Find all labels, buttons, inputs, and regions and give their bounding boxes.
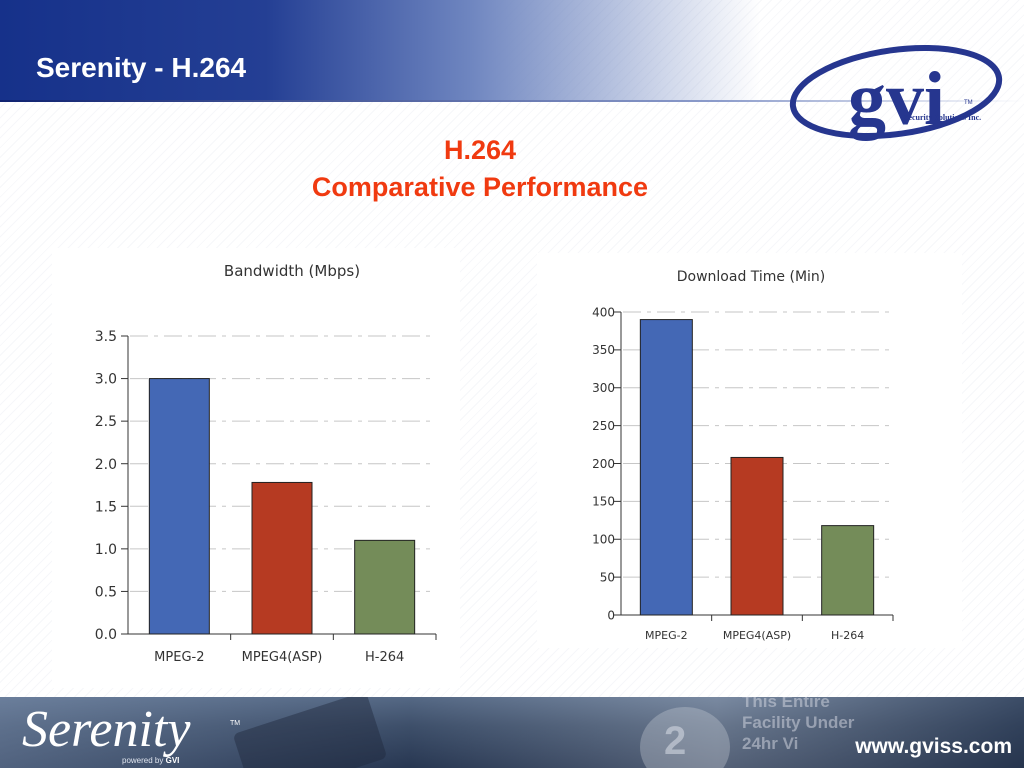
gvi-logo: gvi TM Security Solutions Inc. [789, 44, 1003, 141]
footer-url-link[interactable]: www.gviss.com [855, 735, 1012, 758]
y-tick-label: 300 [592, 381, 615, 395]
y-tick-label: 350 [592, 343, 615, 357]
y-tick-label: 3.5 [95, 329, 117, 345]
download-time-chart: Download Time (Min) 0 50 100 150 200 250 300 350… [592, 269, 894, 642]
bar [148, 378, 210, 635]
y-tick-label: 400 [592, 305, 615, 319]
x-tick-label: MPEG4(ASP) [242, 650, 323, 665]
y-tick-label: 100 [592, 533, 615, 547]
bandwidth-chart: Bandwidth (Mbps) 0.0 0.5 1.0 1.5 2.0 2.5 3.0 3.5… [95, 262, 437, 665]
footer-background-number: 2 [664, 719, 687, 763]
footer-background-text-line: 24hr Vi [742, 734, 799, 753]
chart-title: Bandwidth (Mbps) [224, 262, 360, 280]
y-tick-label: 2.5 [95, 414, 117, 430]
y-tick-label: 150 [592, 495, 615, 509]
y-tick-label: 1.5 [95, 499, 117, 515]
y-tick-label: 50 [600, 570, 615, 584]
footer-sheen [0, 697, 1024, 768]
slide-heading: H.264 Comparative Performance [200, 132, 760, 206]
powered-by-label: powered by GVI [122, 756, 179, 765]
x-tick-label: MPEG4(ASP) [723, 629, 791, 642]
y-tick-label: 3.0 [95, 372, 117, 388]
title-divider [0, 100, 1024, 102]
bar [730, 456, 784, 616]
heading-line-1: H.264 [443, 135, 517, 165]
footer-background-text-line: This Entire [742, 697, 830, 711]
y-tick-label: 0 [607, 608, 615, 622]
x-tick-label: H-264 [831, 629, 864, 642]
y-tick-label: 250 [592, 419, 615, 433]
y-tick-label: 200 [592, 457, 615, 471]
gvi-logo-swoosh [789, 44, 1003, 140]
title-bar [0, 0, 760, 100]
footer-background-text-line: Facility Under [742, 713, 855, 732]
serenity-logo: Serenity [22, 701, 191, 758]
serenity-logo-tm: TM [230, 720, 241, 727]
x-tick-label: MPEG-2 [645, 629, 688, 642]
bandwidth-chart-panel: Bandwidth (Mbps) 0.0 0.5 1.0 1.5 2.0 2.5 3.0 3.5… [52, 248, 460, 688]
powered-by-brand: GVI [165, 756, 180, 765]
gvi-logo-tm: TM [964, 100, 973, 106]
footer-background-text: This Entire Facility Under 24hr Vi [742, 697, 862, 754]
x-tick-label: MPEG-2 [154, 650, 204, 665]
gvi-logo-subtitle: Security Solutions Inc. [904, 113, 981, 122]
footer-banner: 2 This Entire Facility Under 24hr Vi [0, 697, 1024, 768]
chart-title: Download Time (Min) [677, 269, 826, 285]
bar [821, 525, 875, 616]
download-time-chart-panel: Download Time (Min) 0 50 100 150 200 250 300 350… [537, 253, 962, 648]
y-tick-label: 2.0 [95, 457, 117, 473]
powered-by-prefix: powered by [122, 756, 164, 765]
bar [251, 481, 313, 635]
bar [354, 539, 416, 635]
footer-round-shape [640, 707, 730, 768]
slide-title: Serenity - H.264 [36, 52, 247, 83]
bar [639, 319, 693, 616]
heading-line-2: Comparative Performance [311, 172, 649, 202]
x-tick-label: H-264 [365, 650, 404, 665]
gvi-logo-text: gvi [848, 57, 945, 141]
y-tick-label: 0.0 [95, 627, 117, 643]
y-tick-label: 0.5 [95, 584, 117, 600]
y-tick-label: 1.0 [95, 542, 117, 558]
